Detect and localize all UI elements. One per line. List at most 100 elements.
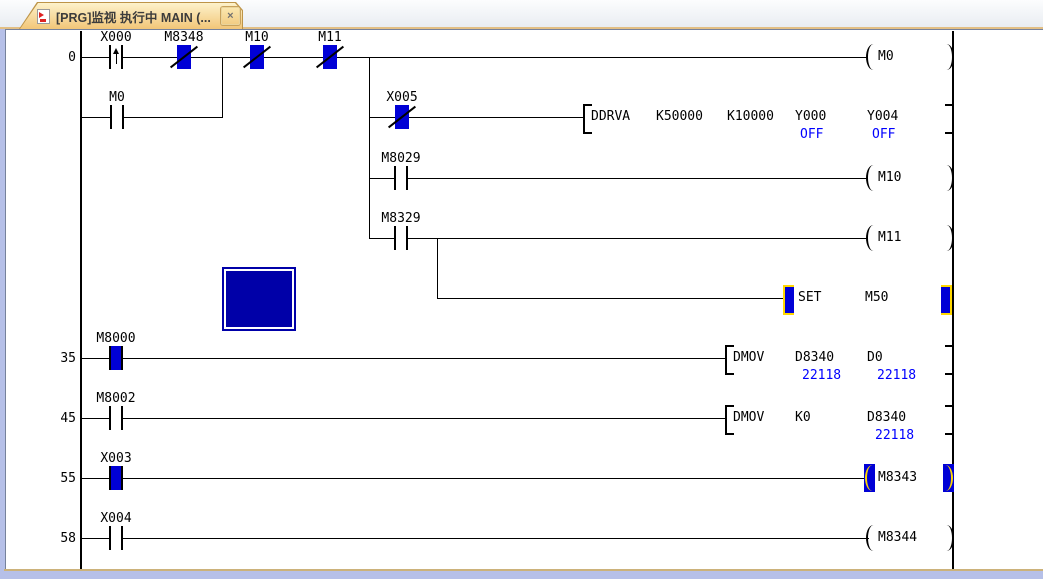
bracket-icon [945,345,954,375]
monitor-value: OFF [800,127,824,142]
bracket-icon [725,405,734,435]
contact-x000-rising-edge[interactable] [109,45,123,69]
instruction-operand[interactable]: K50000 [656,109,703,124]
window-frame-bottom-accent [4,569,1043,571]
coil-label: M10 [878,170,902,185]
instruction-operand[interactable]: Y004 [867,109,899,124]
device-label: M10 [245,30,269,45]
instruction-opcode[interactable]: DMOV [733,410,765,425]
instruction-operand[interactable]: K0 [795,410,811,425]
step-number: 55 [60,471,76,486]
instruction-operand[interactable]: D0 [867,350,883,365]
wire-segment [370,178,867,179]
coil-paren-icon [866,525,876,551]
instruction-operand[interactable]: Y000 [795,109,827,124]
branch-wire [222,57,223,118]
coil-m0[interactable]: M0 [864,44,956,70]
wire-segment [81,57,867,58]
coil-paren-icon [866,225,876,251]
contact-m0-no[interactable] [110,105,124,129]
program-document-icon [37,9,50,24]
coil-paren-icon [866,44,876,70]
coil-paren-icon [944,44,954,70]
contact-m8000-no[interactable] [109,346,123,370]
coil-paren-icon [944,225,954,251]
contact-m8348-nc[interactable] [177,45,191,69]
instruction-operand[interactable]: D8340 [795,350,835,365]
device-label: M8000 [96,331,136,346]
bracket-icon [945,405,954,435]
wire-segment [370,117,584,118]
instruction-opcode[interactable]: DMOV [733,350,765,365]
coil-label: M11 [878,230,902,245]
device-label: M0 [109,90,125,105]
coil-paren-icon [944,525,954,551]
monitor-value: 22118 [802,368,842,383]
instruction-ddrva[interactable]: DDRVA K50000 K10000 Y000 Y004 OFF OFF [583,104,957,146]
energized-bracket-icon [941,285,952,315]
device-label: M11 [318,30,342,45]
device-label: M8029 [381,151,421,166]
edit-cursor[interactable] [222,267,296,331]
device-label: X004 [100,511,132,526]
instruction-opcode[interactable]: DDRVA [591,109,631,124]
contact-m11-nc[interactable] [323,45,337,69]
coil-label: M8344 [878,530,918,545]
monitor-value: 22118 [875,428,915,443]
coil-label: M0 [878,49,894,64]
left-power-rail [80,31,82,570]
contact-x003-no[interactable] [109,466,123,490]
contact-m8329-no[interactable] [394,226,408,250]
editor-border [5,29,6,570]
wire-segment [81,538,869,539]
bracket-icon [725,345,734,375]
monitor-value: 22118 [877,368,917,383]
contact-m8029-no[interactable] [394,166,408,190]
step-number: 35 [60,351,76,366]
device-label: M8348 [164,30,204,45]
wire-segment [438,298,785,299]
branch-wire [369,57,370,239]
instruction-set-m50[interactable]: SET M50 [783,285,953,327]
wire-segment [370,238,867,239]
window-frame-bottom [0,571,1043,579]
device-label: X005 [386,90,418,105]
bracket-icon [945,104,954,134]
instruction-operand[interactable]: D8340 [867,410,907,425]
device-label: X000 [100,30,132,45]
contact-x004-no[interactable] [109,526,123,550]
rising-edge-arrow-icon [113,48,118,64]
wire-segment [81,358,727,359]
bracket-icon [583,104,592,134]
energized-paren-icon [943,464,954,492]
contact-m8002-no[interactable] [109,406,123,430]
instruction-dmov-read[interactable]: DMOV D8340 D0 22118 22118 [725,345,957,387]
coil-label: M8343 [878,470,918,485]
coil-m11[interactable]: M11 [864,225,956,251]
instruction-operand[interactable]: K10000 [727,109,774,124]
contact-x005-nc[interactable] [395,105,409,129]
tab-close-button[interactable]: × [221,7,240,25]
coil-m10[interactable]: M10 [864,165,956,191]
window-frame-left [0,28,5,579]
step-number: 45 [60,411,76,426]
editor-border [5,29,1043,30]
device-label: M8329 [381,211,421,226]
coil-m8343-energized[interactable]: M8343 [864,464,956,492]
contact-m10-nc[interactable] [250,45,264,69]
wire-segment [81,478,867,479]
tab-prg-monitor-main[interactable]: [PRG]监视 执行中 MAIN (... × [20,3,242,29]
wire-segment [81,418,727,419]
coil-paren-icon [866,165,876,191]
instruction-dmov-clear[interactable]: DMOV K0 D8340 22118 [725,405,957,447]
branch-wire [437,238,438,299]
wire-segment [81,117,223,118]
tab-title: [PRG]监视 执行中 MAIN (... [56,10,211,25]
instruction-opcode[interactable]: SET [798,290,822,305]
coil-m8344[interactable]: M8344 [864,525,956,551]
coil-paren-icon [865,465,875,491]
instruction-operand[interactable]: M50 [865,290,889,305]
energized-paren-icon [864,464,875,492]
